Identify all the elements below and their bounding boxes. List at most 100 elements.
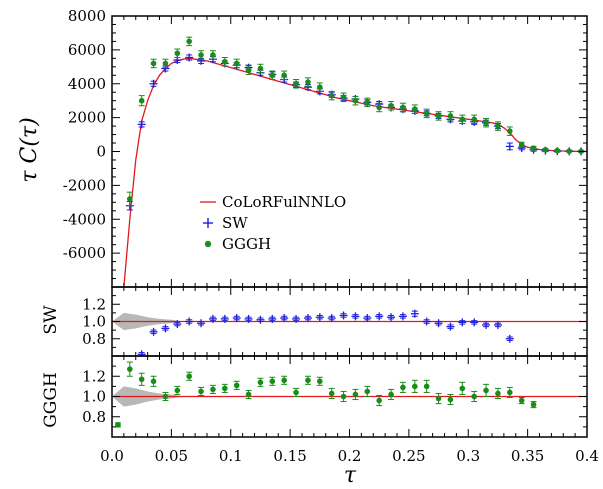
main-sw-point bbox=[137, 120, 146, 129]
gggh-gggh-point bbox=[506, 386, 513, 399]
gggh-gggh-point bbox=[376, 394, 383, 407]
x-tick-label: 0.0 bbox=[100, 447, 124, 465]
main-gggh-point bbox=[471, 114, 478, 125]
x-tick-label: 0.1 bbox=[219, 447, 243, 465]
main-gggh-point bbox=[245, 65, 252, 75]
main-gggh-point bbox=[198, 50, 205, 60]
dot-marker bbox=[340, 393, 347, 400]
dot-marker bbox=[507, 128, 513, 134]
legend-label: SW bbox=[222, 214, 248, 232]
dot-marker bbox=[352, 391, 359, 398]
legend: CoLoRFulNNLO SW GGGH bbox=[200, 193, 346, 253]
main-gggh-point bbox=[257, 63, 264, 74]
dot-marker bbox=[530, 401, 537, 408]
main-y-tick-label: 0 bbox=[96, 143, 106, 161]
sw-sw-point bbox=[303, 314, 312, 323]
gggh-gggh-point bbox=[293, 387, 300, 397]
gggh-gggh-point bbox=[364, 385, 371, 397]
x-tick-label: 0.3 bbox=[456, 447, 480, 465]
sw-sw-point bbox=[410, 309, 419, 318]
main-gggh-point bbox=[316, 82, 323, 92]
dot-marker bbox=[198, 388, 204, 395]
dot-marker bbox=[138, 376, 145, 383]
main-gggh-point bbox=[447, 111, 454, 121]
gggh-plot-area bbox=[112, 361, 587, 428]
main-y-tick-label: -4000 bbox=[63, 210, 106, 228]
main-gggh-point bbox=[328, 90, 335, 101]
dot-marker bbox=[400, 104, 406, 111]
main-gggh-point bbox=[221, 56, 228, 67]
sw-sw-point bbox=[434, 319, 443, 328]
gggh-gggh-point bbox=[198, 386, 205, 396]
dot-marker bbox=[293, 80, 299, 87]
dot-marker bbox=[269, 72, 276, 79]
sw-y-tick-label: 1.2 bbox=[82, 295, 106, 313]
dot-marker bbox=[127, 366, 133, 372]
gggh-gggh-point bbox=[483, 383, 490, 397]
dot-marker bbox=[447, 113, 454, 119]
sw-sw-point bbox=[149, 327, 158, 336]
ratio-panel-gggh: GGGH 1.2 1.0 0.8 0.0 0.05 0.1 0.15 0.2 0.25 0.3 0.… bbox=[41, 355, 599, 465]
ratio-sw-axis-title: SW bbox=[41, 305, 61, 335]
gggh-gggh-point bbox=[304, 375, 311, 385]
sw-sw-point bbox=[220, 314, 229, 323]
gggh-gggh-point bbox=[150, 375, 157, 387]
dot-marker bbox=[281, 377, 287, 384]
dot-marker bbox=[566, 148, 572, 154]
main-panel: τ C(τ) 8000 6000 4000 2000 0 -2000 -4000 -6000 C… bbox=[17, 7, 588, 288]
dot-marker bbox=[317, 378, 323, 385]
main-plot-area bbox=[123, 36, 587, 287]
dot-marker bbox=[471, 116, 477, 123]
gggh-gggh-point bbox=[162, 391, 169, 402]
sw-sw-point bbox=[482, 320, 491, 329]
dot-marker bbox=[222, 58, 228, 65]
gggh-gggh-point bbox=[530, 401, 537, 409]
legend-dot-swatch bbox=[204, 240, 212, 248]
dot-marker bbox=[222, 385, 228, 392]
dot-marker bbox=[186, 373, 192, 380]
main-gggh-point bbox=[186, 36, 193, 47]
sw-sw-point bbox=[505, 334, 514, 343]
sw-sw-point bbox=[244, 314, 253, 323]
dot-marker bbox=[388, 102, 394, 109]
gggh-gggh-point bbox=[233, 380, 240, 390]
dot-marker bbox=[233, 382, 240, 389]
dot-marker bbox=[317, 84, 323, 90]
sw-sw-point bbox=[458, 318, 467, 327]
legend-item-sw: SW bbox=[203, 214, 248, 232]
main-gggh-point bbox=[126, 191, 133, 207]
sw-y-tick-label: 0.8 bbox=[82, 330, 106, 348]
sw-sw-point bbox=[422, 317, 431, 326]
dot-marker bbox=[435, 395, 442, 402]
gggh-gggh-point bbox=[340, 390, 347, 403]
main-gggh-point bbox=[293, 79, 300, 89]
dot-marker bbox=[483, 387, 489, 394]
main-sw-point bbox=[149, 79, 158, 88]
main-gggh-point bbox=[411, 104, 418, 114]
gggh-gggh-point bbox=[221, 383, 228, 393]
gggh-gggh-point bbox=[186, 371, 193, 381]
main-gggh-point bbox=[483, 117, 490, 128]
dot-marker bbox=[376, 104, 382, 111]
dot-marker bbox=[186, 38, 192, 45]
main-gggh-point bbox=[233, 58, 240, 69]
sw-sw-point bbox=[351, 312, 360, 321]
sw-sw-point bbox=[173, 320, 182, 329]
dot-marker bbox=[115, 422, 121, 428]
sw-sw-point bbox=[197, 319, 206, 328]
main-gggh-point bbox=[281, 70, 288, 81]
dot-marker bbox=[412, 383, 418, 390]
gggh-gggh-point bbox=[245, 389, 252, 400]
main-gggh-point bbox=[542, 147, 549, 153]
dot-marker bbox=[483, 119, 489, 126]
main-gggh-point bbox=[399, 102, 406, 113]
gggh-gggh-point bbox=[411, 379, 418, 393]
main-gggh-point bbox=[150, 58, 157, 69]
main-gggh-point bbox=[269, 70, 276, 81]
main-y-tick-label: -2000 bbox=[63, 176, 106, 194]
gggh-gggh-point bbox=[138, 372, 145, 386]
main-gggh-point bbox=[423, 108, 430, 119]
dot-marker bbox=[495, 123, 501, 129]
gggh-gggh-point bbox=[459, 381, 466, 395]
dot-marker bbox=[174, 387, 181, 394]
